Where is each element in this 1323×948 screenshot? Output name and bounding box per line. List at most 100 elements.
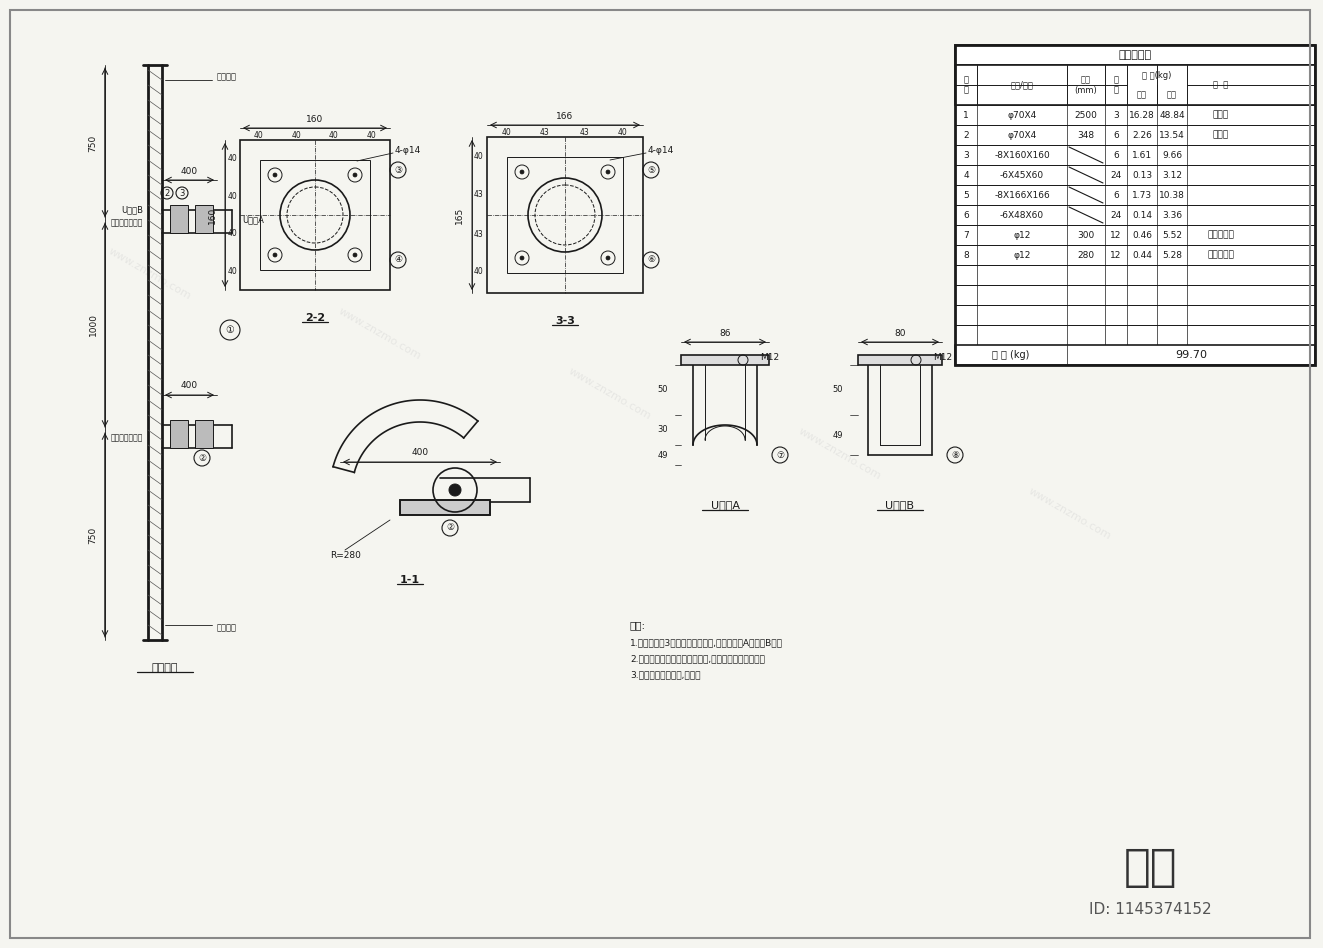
Text: 单件: 单件 bbox=[1136, 90, 1147, 100]
Text: 40: 40 bbox=[228, 155, 237, 163]
Bar bbox=[681, 355, 769, 365]
Text: 49: 49 bbox=[658, 450, 668, 460]
Text: 43: 43 bbox=[474, 229, 484, 239]
Text: 400: 400 bbox=[180, 167, 197, 175]
Text: 防滑螺钉: 防滑螺钉 bbox=[217, 72, 237, 82]
Text: 3: 3 bbox=[1113, 111, 1119, 119]
Text: 合 计 (kg): 合 计 (kg) bbox=[992, 350, 1029, 360]
Text: 48.84: 48.84 bbox=[1159, 111, 1185, 119]
Bar bbox=[955, 105, 1315, 125]
Text: 2.天线抱杆安装在顶管固定处上,抱平及方向另见专管。: 2.天线抱杆安装在顶管固定处上,抱平及方向另见专管。 bbox=[630, 654, 765, 663]
Text: U形卡B: U形卡B bbox=[120, 206, 143, 214]
Text: 2.26: 2.26 bbox=[1132, 131, 1152, 139]
Text: 重 量(kg): 重 量(kg) bbox=[1142, 70, 1172, 80]
Text: ⑤: ⑤ bbox=[647, 166, 655, 174]
Text: φ12: φ12 bbox=[1013, 250, 1031, 260]
Text: 3: 3 bbox=[963, 151, 968, 159]
Text: 1: 1 bbox=[963, 111, 968, 119]
Text: 348: 348 bbox=[1077, 131, 1094, 139]
Text: 40: 40 bbox=[228, 266, 237, 276]
Bar bbox=[955, 165, 1315, 185]
Text: 1.73: 1.73 bbox=[1132, 191, 1152, 199]
Text: 160: 160 bbox=[307, 115, 324, 123]
Text: 2: 2 bbox=[164, 189, 169, 197]
Text: 300: 300 bbox=[1077, 230, 1094, 240]
Text: 说明:: 说明: bbox=[630, 620, 646, 630]
Text: 长度
(mm): 长度 (mm) bbox=[1074, 75, 1097, 95]
Text: 12: 12 bbox=[1110, 230, 1122, 240]
Text: 4: 4 bbox=[963, 171, 968, 179]
Bar bbox=[955, 145, 1315, 165]
Text: 50: 50 bbox=[832, 386, 843, 394]
Text: 1-1: 1-1 bbox=[400, 575, 421, 585]
Circle shape bbox=[520, 170, 524, 174]
Text: ⑦: ⑦ bbox=[775, 450, 785, 460]
Bar bbox=[507, 157, 623, 273]
Text: www.znzmo.com: www.znzmo.com bbox=[337, 306, 423, 362]
Text: 400: 400 bbox=[180, 381, 197, 391]
Text: 2500: 2500 bbox=[1074, 111, 1098, 119]
Text: U形卡A: U形卡A bbox=[710, 500, 740, 510]
Bar bbox=[194, 420, 213, 448]
Bar bbox=[955, 225, 1315, 245]
Text: ②: ② bbox=[198, 453, 206, 463]
Bar bbox=[487, 137, 643, 293]
Circle shape bbox=[353, 173, 357, 177]
Text: 49: 49 bbox=[832, 430, 843, 440]
Text: 43: 43 bbox=[474, 190, 484, 198]
Text: 16.28: 16.28 bbox=[1129, 111, 1155, 119]
Text: 数
量: 数 量 bbox=[1114, 75, 1118, 95]
Circle shape bbox=[448, 484, 460, 496]
Text: 280: 280 bbox=[1077, 250, 1094, 260]
Text: www.znzmo.com: www.znzmo.com bbox=[1027, 486, 1113, 542]
Text: 0.46: 0.46 bbox=[1132, 230, 1152, 240]
Text: M12: M12 bbox=[933, 353, 953, 361]
Text: 12: 12 bbox=[1110, 250, 1122, 260]
Text: 3.12: 3.12 bbox=[1162, 171, 1181, 179]
Text: 5.28: 5.28 bbox=[1162, 250, 1181, 260]
Text: 备  注: 备 注 bbox=[1213, 81, 1229, 89]
Text: 40: 40 bbox=[474, 152, 484, 160]
Bar bbox=[400, 500, 490, 515]
Text: 80: 80 bbox=[894, 329, 906, 337]
Text: 无缝管: 无缝管 bbox=[1213, 111, 1229, 119]
Text: 3: 3 bbox=[180, 189, 185, 197]
Bar bbox=[955, 205, 1315, 225]
Bar bbox=[955, 325, 1315, 345]
Text: 5.52: 5.52 bbox=[1162, 230, 1181, 240]
Bar bbox=[955, 285, 1315, 305]
Text: 配圆母二垫: 配圆母二垫 bbox=[1208, 230, 1234, 240]
Text: 客客顶管固定件: 客客顶管固定件 bbox=[111, 433, 143, 443]
Text: 40: 40 bbox=[474, 267, 484, 277]
Bar bbox=[955, 125, 1315, 145]
Text: 防滑螺钉: 防滑螺钉 bbox=[217, 624, 237, 632]
Text: 1.通中轴线为3组天线抱箍的轴线,安装在平台A和平台B之间: 1.通中轴线为3组天线抱箍的轴线,安装在平台A和平台B之间 bbox=[630, 638, 783, 647]
Text: 知未: 知未 bbox=[1123, 847, 1176, 889]
Bar bbox=[955, 45, 1315, 65]
Text: 40: 40 bbox=[228, 229, 237, 238]
Text: 86: 86 bbox=[720, 329, 730, 337]
Text: 40: 40 bbox=[329, 131, 339, 139]
Circle shape bbox=[606, 170, 610, 174]
Text: ⑧: ⑧ bbox=[951, 450, 959, 460]
Text: -8X160X160: -8X160X160 bbox=[994, 151, 1050, 159]
Text: 3.抱杆式子抱杆型式,为电桩: 3.抱杆式子抱杆型式,为电桩 bbox=[630, 670, 700, 679]
Text: 166: 166 bbox=[557, 112, 574, 120]
Bar bbox=[955, 265, 1315, 285]
Circle shape bbox=[273, 253, 277, 257]
Text: www.znzmo.com: www.znzmo.com bbox=[107, 246, 193, 302]
Text: ①: ① bbox=[226, 325, 234, 335]
Text: -6X48X60: -6X48X60 bbox=[1000, 210, 1044, 220]
Text: 配圆母二垫: 配圆母二垫 bbox=[1208, 250, 1234, 260]
Bar bbox=[955, 245, 1315, 265]
Text: 40: 40 bbox=[254, 131, 263, 139]
Text: U形卡B: U形卡B bbox=[885, 500, 914, 510]
Bar bbox=[955, 45, 1315, 365]
Text: 7: 7 bbox=[963, 230, 968, 240]
Text: 6: 6 bbox=[1113, 131, 1119, 139]
Bar bbox=[955, 345, 1315, 365]
Text: 13.54: 13.54 bbox=[1159, 131, 1185, 139]
Bar bbox=[859, 355, 942, 365]
Text: ID: 1145374152: ID: 1145374152 bbox=[1089, 902, 1212, 918]
Bar bbox=[955, 305, 1315, 325]
